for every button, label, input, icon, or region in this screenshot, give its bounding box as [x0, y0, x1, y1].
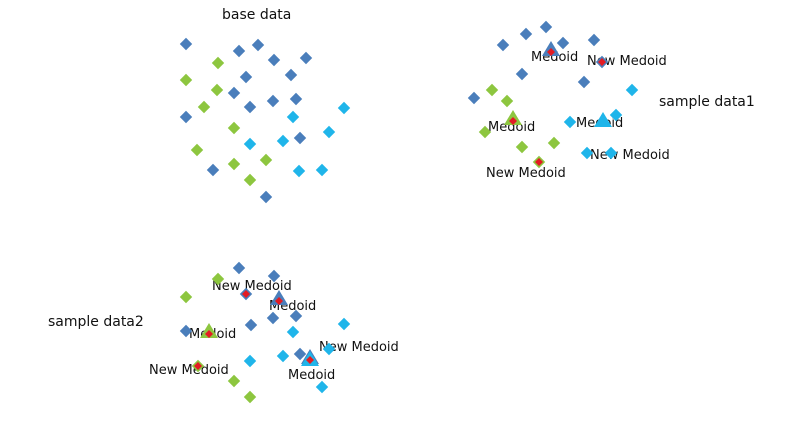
title-sample-data2: sample data2 — [48, 314, 144, 330]
s1-point-dark-blue-3 — [556, 36, 570, 50]
s1-point-green-10 — [500, 94, 514, 108]
base-point-green-16 — [211, 56, 225, 70]
s1-point-cyan-15 — [609, 108, 623, 122]
s1-new-medoid-green-marker — [535, 158, 543, 166]
s2-point-dark-blue-4 — [244, 318, 258, 332]
s2-medoid-blue-marker — [275, 297, 283, 305]
s2-point-green-9 — [179, 290, 193, 304]
base-point-green-20 — [227, 121, 241, 135]
s2-medoid-green-marker — [205, 330, 213, 338]
base-point-green-18 — [210, 83, 224, 97]
s2-new-medoid-cyan-diamond — [322, 342, 336, 356]
base-point-dark-blue-13 — [293, 131, 307, 145]
s1-point-dark-blue-8 — [467, 91, 481, 105]
label-s2-new-medoid-cyan: New Medoid — [319, 340, 399, 355]
s2-point-cyan-15 — [276, 349, 290, 363]
s1-new-medoid-blue-marker — [598, 58, 606, 66]
s1-point-green-9 — [485, 83, 499, 97]
base-point-dark-blue-10 — [266, 94, 280, 108]
base-point-dark-blue-12 — [179, 110, 193, 124]
base-point-green-23 — [259, 153, 273, 167]
base-point-green-22 — [227, 157, 241, 171]
s1-point-green-13 — [547, 136, 561, 150]
base-point-dark-blue-11 — [289, 92, 303, 106]
base-point-cyan-31 — [315, 163, 329, 177]
s1-point-cyan-17 — [580, 146, 594, 160]
s1-medoid-green-marker — [509, 117, 517, 125]
s2-new-medoid-blue-marker — [242, 290, 250, 298]
s1-point-cyan-14 — [625, 83, 639, 97]
base-point-dark-blue-9 — [243, 100, 257, 114]
base-point-dark-blue-7 — [284, 68, 298, 82]
base-point-dark-blue-2 — [232, 44, 246, 58]
base-point-dark-blue-1 — [179, 37, 193, 51]
label-s1-medoid-blue: Medoid — [531, 50, 578, 65]
s1-new-medoid-cyan-diamond — [604, 146, 618, 160]
base-point-dark-blue-6 — [239, 70, 253, 84]
label-s2-new-medoid-green: New Medoid — [149, 363, 229, 378]
s1-point-green-11 — [478, 125, 492, 139]
s2-point-cyan-13 — [286, 325, 300, 339]
base-point-green-17 — [179, 73, 193, 87]
s1-medoid-cyan-triangle — [594, 112, 612, 127]
s2-medoid-cyan-marker — [306, 356, 314, 364]
s2-point-dark-blue-1 — [232, 261, 246, 275]
base-point-dark-blue-8 — [227, 86, 241, 100]
s1-point-dark-blue-4 — [587, 33, 601, 47]
title-sample-data1: sample data1 — [659, 94, 755, 110]
s2-point-green-10 — [227, 374, 241, 388]
s1-point-dark-blue-7 — [577, 75, 591, 89]
base-point-dark-blue-3 — [251, 38, 265, 52]
label-s1-new-medoid-blue: New Medoid — [587, 54, 667, 69]
s2-point-cyan-12 — [337, 317, 351, 331]
label-s1-medoid-green: Medoid — [488, 120, 535, 135]
base-point-cyan-26 — [286, 110, 300, 124]
s2-point-dark-blue-6 — [179, 324, 193, 338]
base-point-cyan-27 — [322, 125, 336, 139]
label-s1-new-medoid-cyan: New Medoid — [590, 148, 670, 163]
title-base-data: base data — [222, 7, 291, 23]
s1-point-dark-blue-2 — [519, 27, 533, 41]
s2-point-dark-blue-2 — [267, 269, 281, 283]
s2-point-dark-blue-3 — [289, 309, 303, 323]
s2-point-green-11 — [243, 390, 257, 404]
s2-point-green-8 — [211, 272, 225, 286]
s1-point-dark-blue-1 — [539, 20, 553, 34]
label-s2-new-medoid-blue: New Medoid — [212, 279, 292, 294]
s1-medoid-blue-marker — [547, 48, 555, 56]
base-point-dark-blue-14 — [206, 163, 220, 177]
base-point-dark-blue-15 — [259, 190, 273, 204]
s1-point-dark-blue-6 — [515, 67, 529, 81]
s1-point-cyan-16 — [563, 115, 577, 129]
base-point-green-21 — [190, 143, 204, 157]
label-s2-medoid-cyan: Medoid — [288, 368, 335, 383]
base-point-dark-blue-5 — [299, 51, 313, 65]
s1-point-dark-blue-5 — [496, 38, 510, 52]
label-s1-new-medoid-green: New Medoid — [486, 166, 566, 181]
base-point-cyan-28 — [243, 137, 257, 151]
base-point-green-24 — [243, 173, 257, 187]
s2-new-medoid-green-marker — [194, 362, 202, 370]
base-point-cyan-25 — [337, 101, 351, 115]
base-point-green-19 — [197, 100, 211, 114]
base-point-cyan-29 — [276, 134, 290, 148]
base-point-dark-blue-4 — [267, 53, 281, 67]
s2-point-cyan-16 — [315, 380, 329, 394]
scatter-marks — [179, 20, 639, 404]
base-point-cyan-30 — [292, 164, 306, 178]
s2-point-dark-blue-5 — [266, 311, 280, 325]
s2-point-cyan-14 — [243, 354, 257, 368]
s2-point-dark-blue-7 — [293, 347, 307, 361]
s1-point-green-12 — [515, 140, 529, 154]
